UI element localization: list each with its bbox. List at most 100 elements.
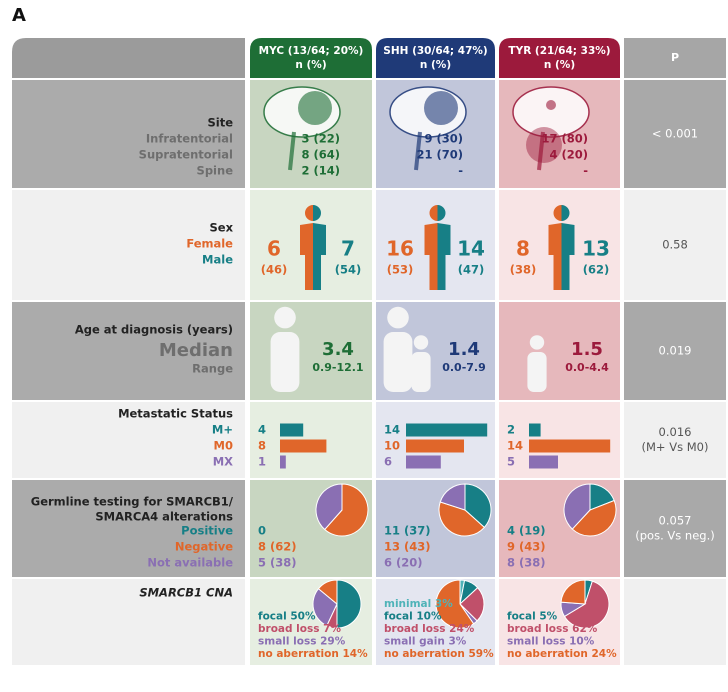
- person-male: [437, 205, 451, 290]
- female-percent: (53): [387, 263, 414, 277]
- female-count: 6: [267, 237, 281, 261]
- metastatic-bar: [529, 455, 558, 469]
- p-cell: [624, 190, 726, 300]
- metastatic-count: 10: [384, 439, 400, 453]
- header-bg: [12, 38, 245, 78]
- cna-label: no aberration 14%: [258, 648, 368, 660]
- metastatic-bar: [280, 455, 286, 469]
- p-value: 0.019: [659, 344, 692, 358]
- cna-label: minimal 3%: [384, 598, 453, 610]
- category-label: M0: [214, 439, 233, 453]
- germline-label: 5 (38): [258, 556, 297, 570]
- cna-label: focal 10%: [384, 611, 442, 623]
- column-header: [250, 38, 372, 78]
- germline-slice: [571, 499, 617, 537]
- brainstem-icon: [537, 131, 545, 171]
- germline-label: 11 (37): [384, 524, 431, 538]
- site-count: 17 (80): [541, 132, 588, 146]
- range-value: 0.0-4.4: [565, 361, 609, 374]
- cna-slice: [317, 579, 338, 606]
- cna-label: focal 50%: [258, 611, 316, 623]
- metastatic-count: 2: [507, 423, 515, 437]
- germline-label: 13 (43): [384, 540, 431, 554]
- category-label: M+: [212, 423, 233, 437]
- female-percent: (38): [510, 263, 537, 277]
- label-cell: [12, 80, 245, 188]
- metastatic-count: 1: [258, 455, 266, 469]
- p-value: 0.58: [662, 238, 688, 252]
- row-label: Age at diagnosis (years): [75, 323, 233, 337]
- cna-label: small loss 10%: [507, 636, 595, 648]
- p-header: P: [671, 51, 679, 64]
- male-count: 13: [582, 237, 610, 261]
- female-percent: (46): [261, 263, 288, 277]
- person-female: [300, 205, 313, 290]
- male-count: 7: [341, 237, 355, 261]
- p-value: 0.016: [659, 425, 692, 439]
- cna-label: no aberration 59%: [384, 648, 494, 660]
- cna-label: broad loss 24%: [384, 623, 475, 635]
- metastatic-bar: [406, 455, 441, 469]
- child-icon: [413, 335, 429, 350]
- tumor-icon: [298, 91, 332, 125]
- median-value: 1.4: [448, 339, 480, 360]
- germline-slice: [438, 501, 486, 537]
- row-label: SMARCA4 alterations: [95, 510, 233, 524]
- metastatic-bar: [406, 439, 464, 453]
- metastatic-bar: [406, 423, 488, 437]
- germline-label: 8 (38): [507, 556, 546, 570]
- male-percent: (47): [458, 263, 485, 277]
- column-subtitle: n (%): [420, 59, 451, 71]
- category-label: Female: [186, 237, 233, 251]
- column-header: [499, 38, 620, 78]
- category-label: Supratentorial: [139, 148, 233, 162]
- p-cell: [624, 302, 726, 400]
- range-value: 0.0-7.9: [442, 361, 486, 374]
- site-count: 8 (64): [301, 148, 340, 162]
- metastatic-count: 14: [507, 439, 523, 453]
- metastatic-count: 14: [384, 423, 400, 437]
- brainstem-icon: [288, 131, 296, 171]
- median-label: Median: [159, 340, 233, 361]
- germline-label: 9 (43): [507, 540, 546, 554]
- metastatic-bar: [280, 439, 327, 453]
- male-percent: (62): [583, 263, 610, 277]
- germline-label: 4 (19): [507, 524, 546, 538]
- cna-slice: [560, 579, 586, 605]
- female-count: 16: [386, 237, 414, 261]
- germline-label: 8 (62): [258, 540, 297, 554]
- person-male: [313, 205, 326, 290]
- p-cell: [624, 579, 726, 665]
- cna-slice: [563, 580, 610, 629]
- metastatic-bar: [529, 439, 611, 453]
- metastatic-count: 6: [384, 455, 392, 469]
- p-value: < 0.001: [652, 127, 698, 141]
- brainstem-icon: [414, 131, 422, 171]
- data-cell: [250, 302, 372, 400]
- male-percent: (54): [335, 263, 362, 277]
- child-icon: [527, 352, 547, 392]
- site-count: -: [458, 164, 463, 178]
- p-value: (M+ Vs M0): [642, 440, 709, 454]
- germline-slice: [439, 483, 466, 511]
- germline-label: 0: [258, 524, 266, 538]
- germline-slice: [563, 483, 591, 530]
- category-label: Negative: [175, 540, 233, 554]
- cna-label: small gain 3%: [384, 636, 467, 648]
- median-value: 3.4: [322, 339, 354, 360]
- category-label: MX: [213, 455, 233, 469]
- person-female: [424, 205, 438, 290]
- tumor-icon: [546, 100, 556, 110]
- metastatic-count: 8: [258, 439, 266, 453]
- cna-slice: [435, 579, 475, 629]
- p-value: 0.057: [659, 514, 692, 528]
- male-count: 14: [457, 237, 485, 261]
- germline-label: 6 (20): [384, 556, 423, 570]
- column-title: MYC (13/64; 20%): [259, 45, 364, 57]
- germline-slice: [464, 483, 492, 529]
- site-count: 21 (70): [416, 148, 463, 162]
- p-cell: [624, 80, 726, 188]
- row-label: Sex: [210, 221, 234, 235]
